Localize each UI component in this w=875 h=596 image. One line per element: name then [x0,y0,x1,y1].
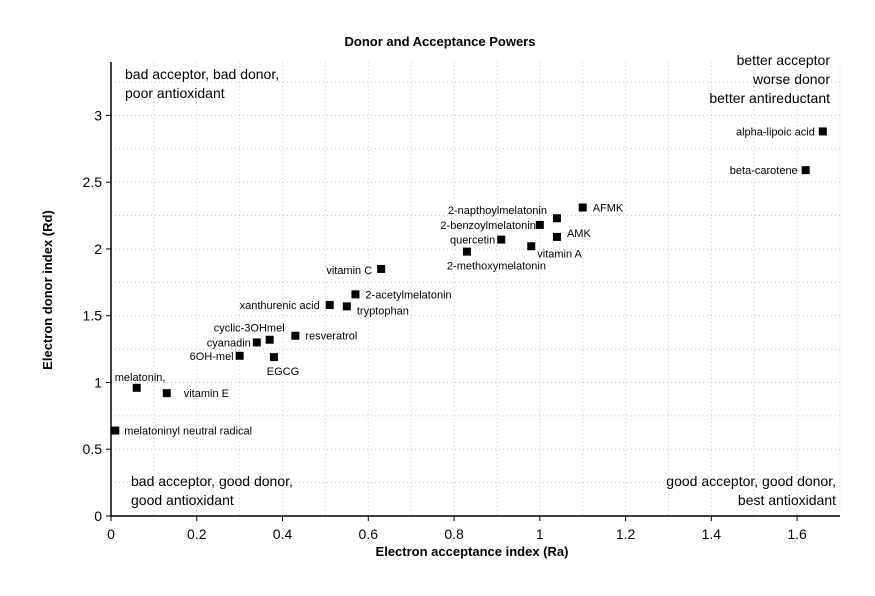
data-point-label: melatonin, [115,372,166,384]
data-point [235,351,244,360]
data-point-label: xanthurenic acid [240,300,320,312]
data-point-label: AMK [567,228,592,240]
data-point-label: 2-benzoylmelatonin [440,220,535,232]
data-point [497,235,506,244]
data-point [132,383,141,392]
quadrant-note-bottom-right: good acceptor, good donor, [666,473,836,489]
data-point [552,232,561,241]
data-point [552,214,561,223]
data-point-label: EGCG [267,366,299,378]
data-point-label: cyanadin [207,337,251,349]
gridlines [111,62,841,516]
data-point [462,247,471,256]
data-point-label: resveratrol [305,331,357,343]
data-point-label: quercetin [450,235,495,247]
data-point [377,264,386,273]
data-point [818,127,827,136]
y-tick-label: 1 [94,374,102,390]
data-point-label: vitamin C [326,265,372,277]
data-points: alpha-lipoic acid beta-carotene AFMK 2-napt… [111,126,827,438]
y-tick-label: 2.5 [83,174,103,190]
x-tick-label: 0.6 [359,526,379,542]
quadrant-note-bottom-left: good antioxidant [131,492,234,508]
data-point-label: 2-napthoylmelatonin [448,205,547,217]
data-point-label: 2-methoxymelatonin [447,261,546,273]
data-point-label: 2-acetylmelatonin [365,289,451,301]
data-point [801,166,810,175]
x-tick-label: 0.4 [273,526,293,542]
data-point-label: vitamin E [184,388,229,400]
data-point [265,335,274,344]
x-axis-label: Electron acceptance index (Ra) [376,544,569,559]
x-tick-label: 1.6 [787,526,807,542]
quadrant-note-top-right: better antireductant [709,90,830,106]
data-point-label: beta-carotene [730,165,798,177]
data-point [111,426,120,435]
x-tick-label: 0 [107,526,115,542]
quadrant-note-top-right: worse donor [752,71,830,87]
data-point [342,302,351,311]
data-point [269,353,278,362]
data-point-label: 6OH-mel [190,351,234,363]
data-point [535,220,544,229]
quadrant-notes: bad acceptor, bad donor, poor antioxidant… [125,52,836,508]
quadrant-note-top-left: poor antioxidant [125,85,225,101]
data-point-label: cyclic-3OHmel [214,323,285,335]
data-point-label: vitamin A [537,248,582,260]
x-tick-label: 1.4 [702,526,722,542]
data-point-label: tryptophan [357,305,409,317]
x-tick-label: 0.2 [187,526,207,542]
data-point [291,331,300,340]
data-point [578,203,587,212]
y-tick-label: 2 [94,241,102,257]
y-tick-label: 3 [94,107,102,123]
axes [110,62,840,517]
data-point-label: melatoninyl neutral radical [124,426,252,438]
y-tick-label: 1.5 [83,308,103,324]
x-tick-label: 0.8 [444,526,464,542]
chart-title: Donor and Acceptance Powers [345,34,536,49]
y-axis-label: Electron donor index (Rd) [40,210,55,370]
quadrant-note-bottom-left: bad acceptor, good donor, [131,473,293,489]
quadrant-note-top-right: better acceptor [737,52,831,68]
y-tick-label: 0.5 [83,441,103,457]
data-point-label: AFMK [593,203,624,215]
data-point [325,301,334,310]
y-tick-label: 0 [94,508,102,524]
data-point [162,389,171,398]
x-tick-label: 1 [536,526,544,542]
tick-labels: 0 0.2 0.4 0.6 0.8 1 1.2 1.4 1.6 0 0.5 1 1.5 2 2.5 3 [83,107,808,542]
data-point [527,242,536,251]
quadrant-note-bottom-right: best antioxidant [738,492,836,508]
x-tick-label: 1.2 [616,526,636,542]
data-point-label: alpha-lipoic acid [736,126,815,138]
quadrant-note-top-left: bad acceptor, bad donor, [125,66,279,82]
data-point [351,290,360,299]
data-point [252,338,261,347]
